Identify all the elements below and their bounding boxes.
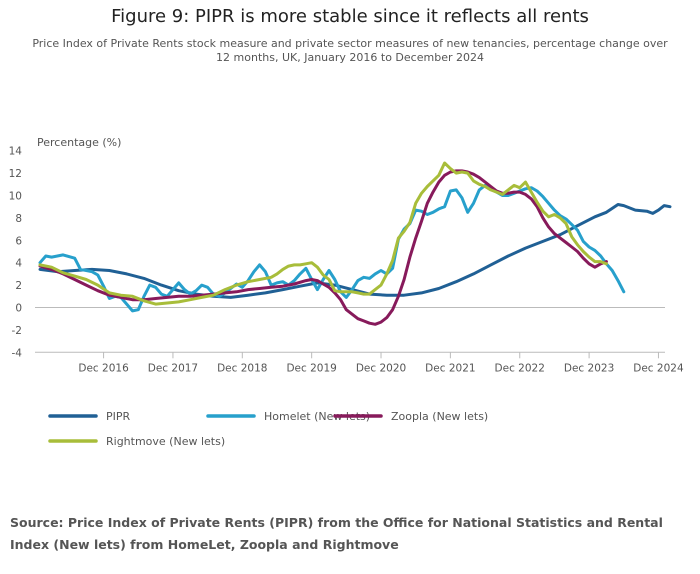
- x-tick-label: Dec 2023: [564, 362, 614, 374]
- y-tick-label: 6: [15, 235, 22, 247]
- legend-label: Homelet (New lets): [264, 410, 370, 423]
- x-tick-label: Dec 2022: [495, 362, 545, 374]
- x-tick-label: Dec 2017: [148, 362, 198, 374]
- chart-subtitle: Price Index of Private Rents stock measu…: [32, 37, 668, 64]
- y-tick-label: 4: [15, 258, 22, 270]
- legend: PIPR Homelet (New lets) Zoopla (New lets) R…: [48, 410, 488, 448]
- y-axis-label: Percentage (%): [37, 136, 121, 149]
- y-tick-label: -2: [12, 325, 22, 337]
- source-note: Source: Price Index of Private Rents (PI…: [10, 515, 663, 552]
- y-tick-label: 8: [15, 213, 22, 225]
- y-tick-label: 2: [15, 280, 22, 292]
- series-line-zoopla-new-lets: [38, 169, 608, 326]
- x-tick-label: Dec 2021: [425, 362, 475, 374]
- x-tick-label: Dec 2020: [356, 362, 406, 374]
- x-tick-label: Dec 2016: [78, 362, 129, 374]
- legend-label: Rightmove (New lets): [106, 435, 225, 448]
- x-tick-label: Dec 2024: [633, 362, 684, 374]
- chart-title: Figure 9: PIPR is more stable since it r…: [111, 6, 589, 27]
- y-tick-label: 0: [15, 303, 22, 315]
- y-tick-label: 10: [9, 191, 22, 203]
- axes: -4 -2 0 2 4 6 8 10 12 14 Dec 2016 Dec 2017 Dec 2018 D…: [9, 146, 684, 375]
- legend-label: PIPR: [106, 410, 131, 423]
- x-tick-label: Dec 2019: [286, 362, 336, 374]
- legend-label: Zoopla (New lets): [391, 410, 488, 423]
- y-tick-label: 12: [9, 168, 22, 180]
- series-line-pipr: [38, 203, 672, 299]
- series-lines: [38, 161, 672, 326]
- series-line-rightmove-new-lets: [38, 161, 608, 306]
- line-chart: Percentage (%) -4 -2 0 2 4 6 8 10 12 14 Dec 2016 De…: [9, 136, 684, 448]
- y-tick-label: -4: [12, 347, 23, 359]
- x-tick-label: Dec 2018: [217, 362, 267, 374]
- y-tick-label: 14: [9, 146, 23, 158]
